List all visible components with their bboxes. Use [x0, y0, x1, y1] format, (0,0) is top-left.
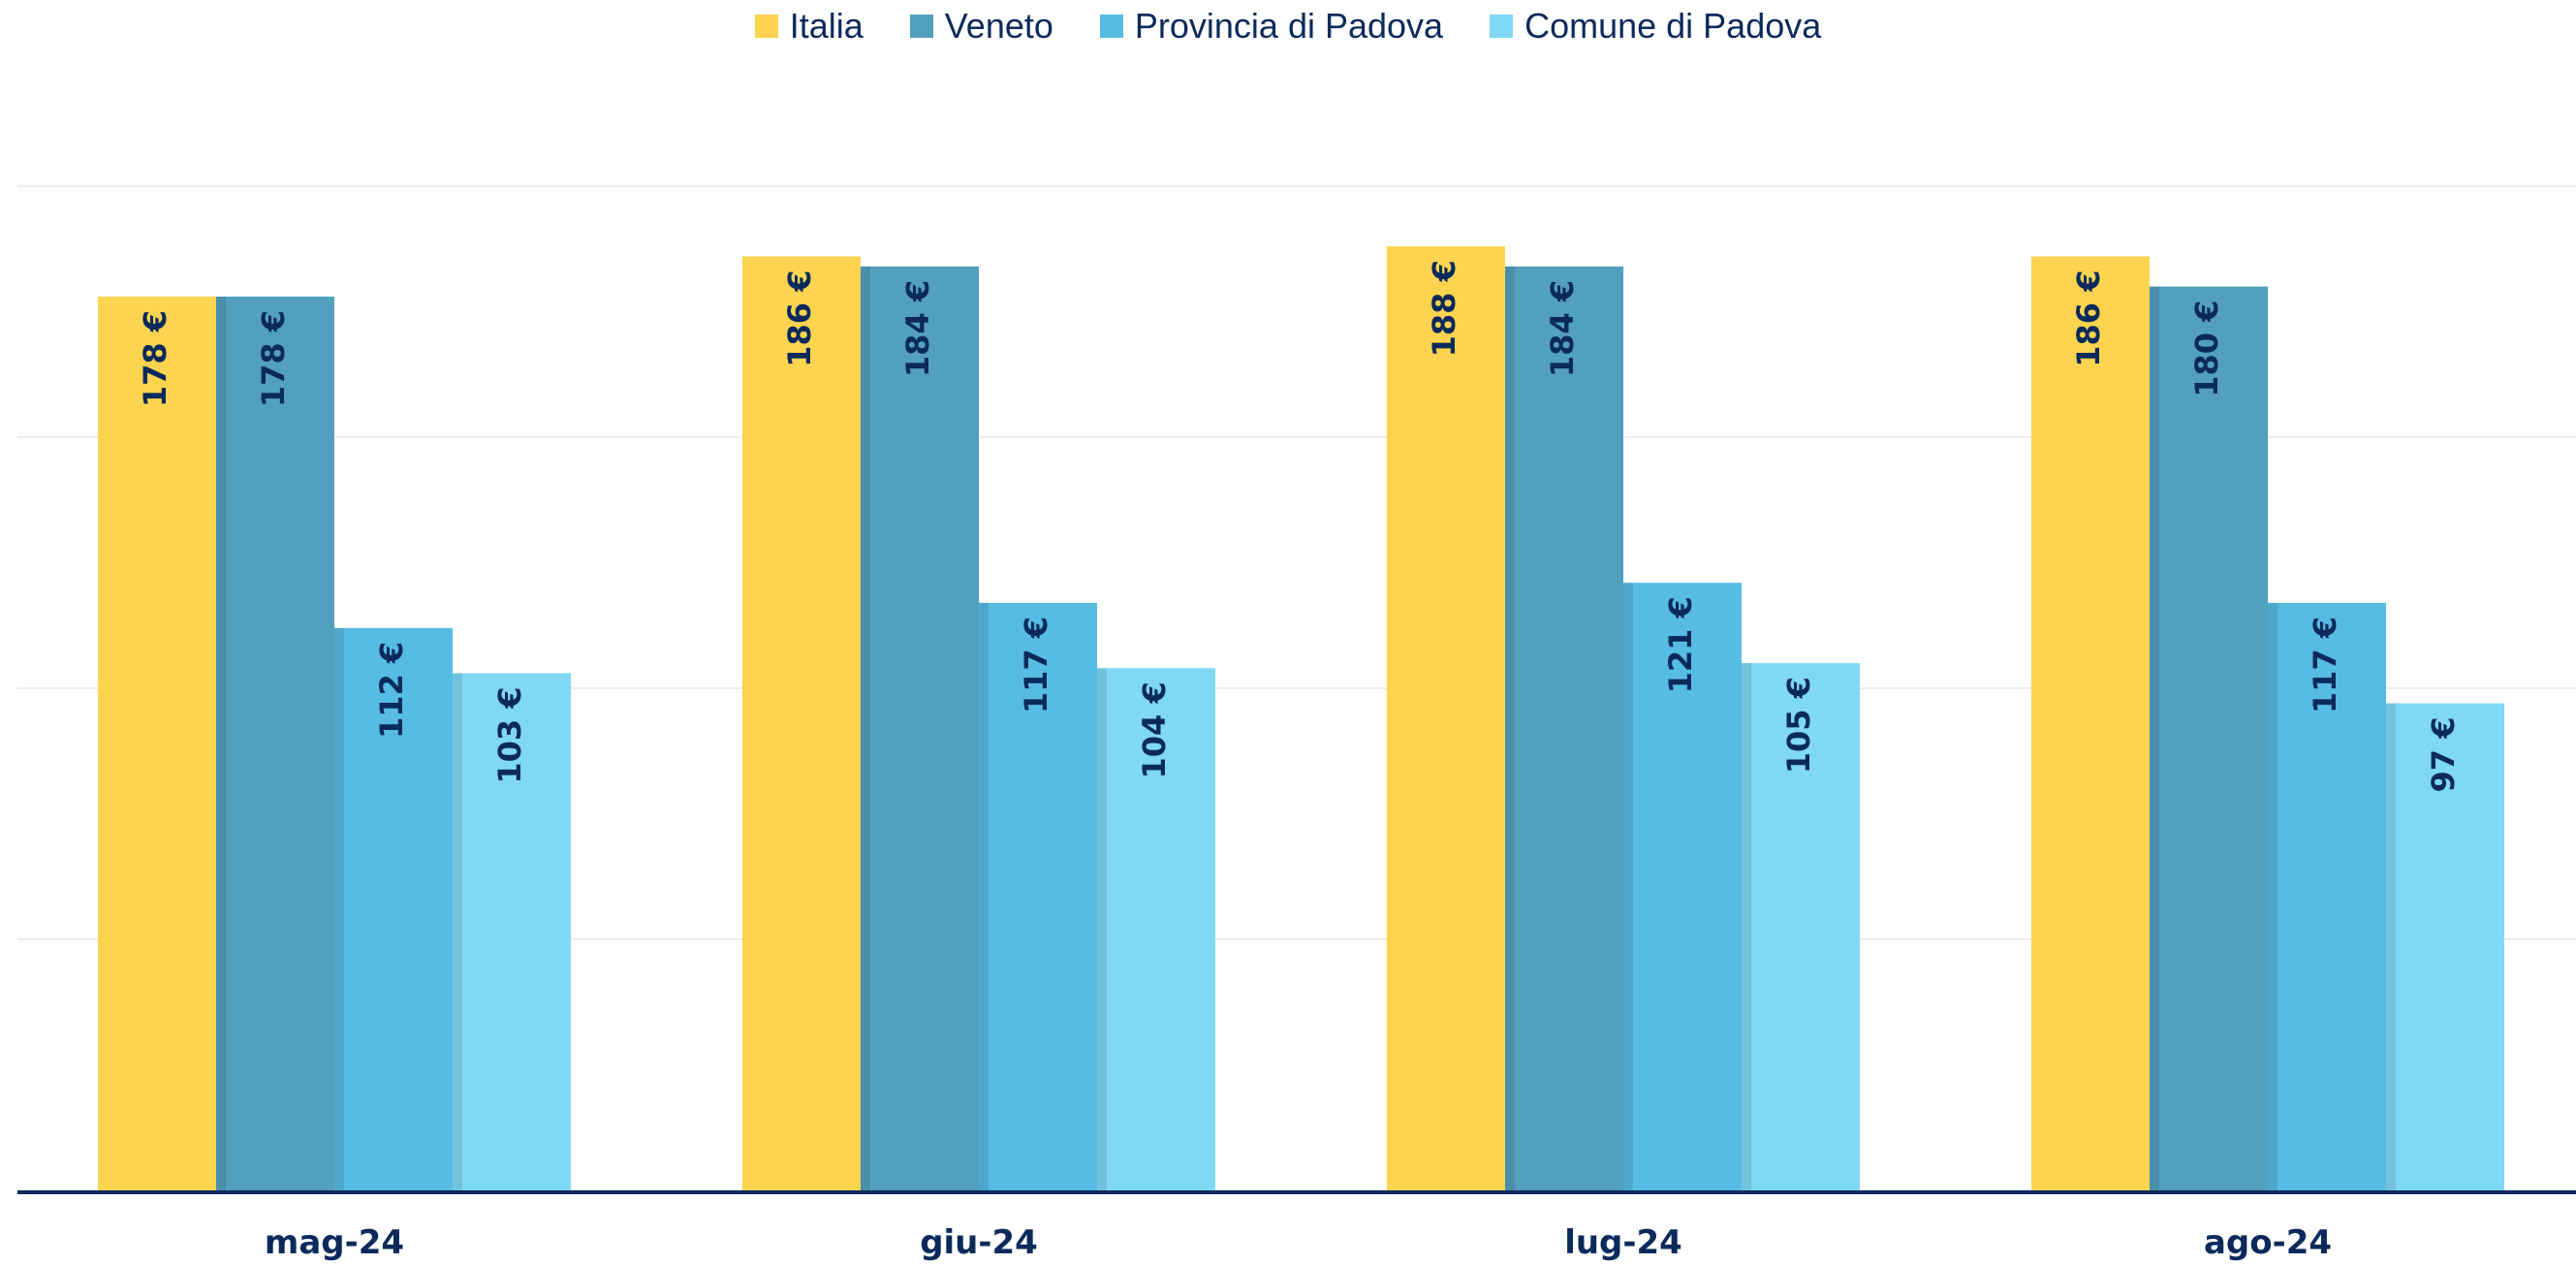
bar-value-label: 121 €: [1662, 596, 1699, 693]
legend-item[interactable]: Provincia di Padova: [1099, 6, 1444, 47]
bar[interactable]: [1387, 246, 1505, 1190]
bar[interactable]: [216, 296, 334, 1191]
legend-swatch: [1099, 15, 1123, 38]
legend-swatch: [754, 15, 778, 38]
legend-label: Italia: [789, 6, 864, 46]
bar[interactable]: [2386, 703, 2504, 1190]
legend-label: Provincia di Padova: [1134, 6, 1444, 46]
bar-value-label: 184 €: [1544, 280, 1581, 377]
bar-value-label: 117 €: [1018, 617, 1054, 713]
bar-edge: [861, 266, 870, 1190]
bar[interactable]: [2150, 286, 2268, 1191]
bar-value-label: 180 €: [2188, 300, 2225, 397]
bar-edge: [1742, 663, 1751, 1190]
bar-edge: [2386, 703, 2396, 1190]
bar[interactable]: [1097, 668, 1215, 1190]
bar-edge: [334, 627, 344, 1190]
bar-value-label: 178 €: [255, 310, 292, 407]
bar-value-label: 105 €: [1780, 677, 1817, 774]
bar[interactable]: [2268, 602, 2386, 1190]
bar-value-label: 186 €: [781, 270, 818, 367]
bar[interactable]: [334, 627, 453, 1190]
bar[interactable]: [1742, 663, 1860, 1190]
bar[interactable]: [1505, 266, 1623, 1190]
bar-edge: [1505, 266, 1515, 1190]
bar[interactable]: [453, 673, 571, 1190]
bar-value-label: 117 €: [2307, 617, 2343, 713]
bar-value-label: 97 €: [2425, 717, 2462, 793]
bar[interactable]: [1623, 583, 1742, 1190]
bar-value-label: 184 €: [899, 280, 936, 377]
legend-label: Comune di Padova: [1524, 6, 1822, 46]
bar-value-label: 103 €: [491, 686, 528, 783]
legend-label: Veneto: [944, 6, 1053, 46]
bar-edge: [1623, 583, 1633, 1190]
bar[interactable]: [861, 266, 979, 1190]
bar-edge: [216, 296, 226, 1191]
legend-item[interactable]: Veneto: [909, 6, 1053, 47]
bar[interactable]: [742, 256, 861, 1190]
bar-value-label: 178 €: [137, 310, 173, 407]
legend-swatch: [1490, 15, 1514, 38]
bar-value-label: 104 €: [1136, 681, 1173, 778]
bar-value-label: 186 €: [2070, 270, 2107, 367]
bar[interactable]: [2031, 256, 2150, 1190]
x-tick-label: ago-24: [2204, 1223, 2332, 1262]
bar-edge: [453, 673, 462, 1190]
bar[interactable]: [98, 296, 216, 1191]
bar-edge: [979, 602, 989, 1190]
x-tick-label: giu-24: [920, 1223, 1038, 1262]
bar-edge: [1097, 668, 1107, 1190]
legend-item[interactable]: Comune di Padova: [1490, 6, 1821, 47]
bar-edge: [2150, 286, 2159, 1191]
x-tick-label: lug-24: [1564, 1223, 1682, 1262]
x-tick-label: mag-24: [265, 1223, 404, 1262]
chart-legend: Italia Veneto Provincia di Padova Comune di…: [0, 6, 2576, 47]
legend-swatch: [909, 15, 933, 38]
legend-item[interactable]: Italia: [754, 6, 864, 47]
bar-value-label: 188 €: [1426, 260, 1462, 357]
bar-value-label: 112 €: [373, 642, 410, 739]
bar-edge: [2268, 602, 2278, 1190]
bar[interactable]: [979, 602, 1097, 1190]
